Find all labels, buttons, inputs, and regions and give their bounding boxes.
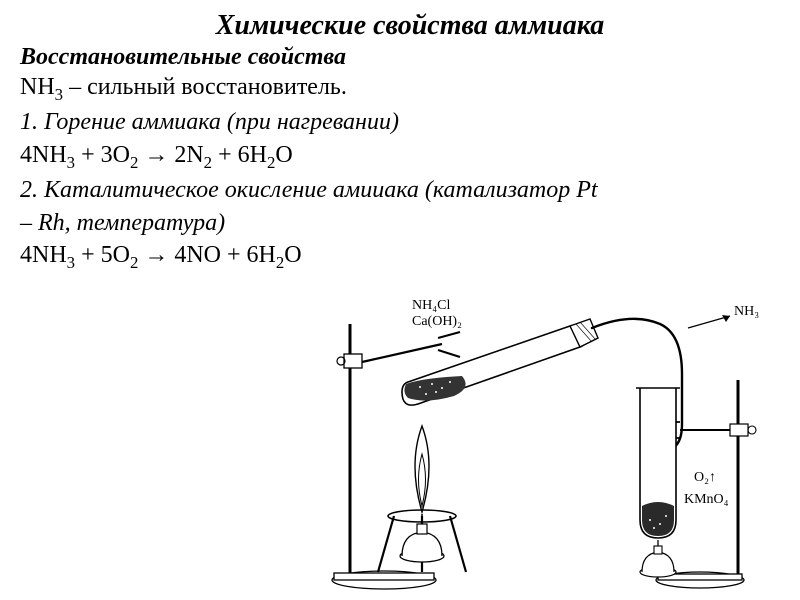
line-catalytic-heading-b: – Rh, температура)	[0, 207, 800, 239]
apparatus-svg	[322, 284, 792, 594]
line-reducer: NH3 – сильный восстановитель.	[0, 71, 800, 106]
eq1-seg-e: O	[275, 142, 292, 168]
line1-rest: – сильный восстановитель.	[63, 74, 347, 100]
reagents-label-b: Ca(OH)₂	[412, 314, 462, 330]
eq1-sub-c: 2	[204, 153, 212, 172]
reagents-label-a: NH₄Cl	[412, 298, 450, 314]
left-test-tube	[402, 319, 598, 405]
eq2-sub-a: 3	[67, 253, 75, 272]
apparatus-diagram: NH₄Cl Ca(OH)₂ NH₃ O₂↑ KMnO₄	[322, 284, 792, 594]
subtitle: Восстановительные свойства	[0, 44, 800, 71]
page-title: Химические свойства аммиака	[0, 0, 800, 42]
eq2-seg-a: 4NH	[20, 242, 67, 268]
nh3-formula: NH	[20, 74, 55, 100]
eq2-seg-b: + 5O	[75, 242, 130, 268]
eq1-seg-d: + 6H	[212, 142, 267, 168]
eq2-seg-d: O	[284, 242, 301, 268]
eq2-sub-c: 2	[276, 253, 284, 272]
line-catalytic-heading-a: 2. Каталитическое окисление амииака (кат…	[0, 174, 800, 206]
left-burner	[378, 426, 466, 572]
eq1-seg-b: + 3O	[75, 142, 130, 168]
right-test-tube	[636, 388, 680, 538]
eq1-seg-a: 4NH	[20, 142, 67, 168]
line-combustion-heading: 1. Горение аммиака (при нагревании)	[0, 106, 800, 138]
nh3-label: NH₃	[734, 304, 759, 320]
eq2-seg-c: → 4NO + 6H	[138, 242, 276, 268]
nh3-sub: 3	[55, 85, 63, 104]
eq1-seg-c: → 2N	[138, 142, 203, 168]
right-burner	[640, 540, 676, 577]
o2-label: O₂↑	[694, 470, 716, 486]
eq1-sub-a: 3	[67, 153, 75, 172]
equation-2: 4NH3 + 5O2 → 4NO + 6H2O	[0, 239, 800, 274]
kmno4-label: KMnO₄	[684, 492, 729, 508]
equation-1: 4NH3 + 3O2 → 2N2 + 6H2O	[0, 139, 800, 174]
